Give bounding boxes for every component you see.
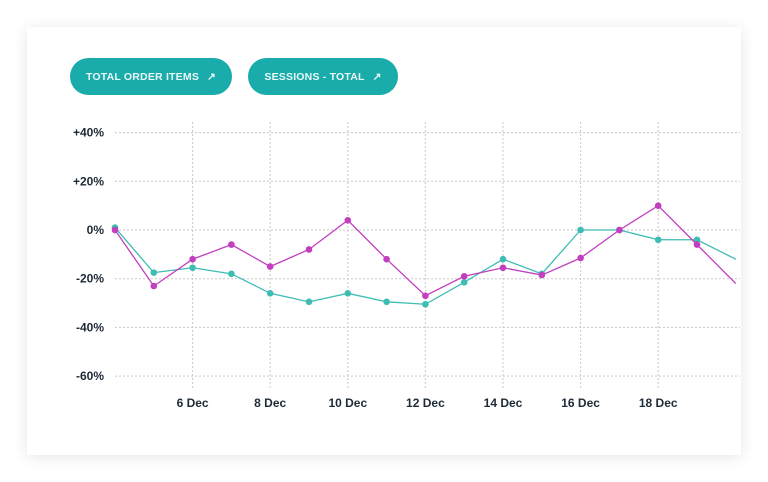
data-point (460, 272, 468, 280)
data-point (499, 255, 507, 263)
y-tick-label: +40% (73, 126, 104, 140)
y-tick-label: -60% (76, 369, 104, 383)
data-point (693, 241, 701, 248)
data-point (538, 271, 546, 279)
data-point (616, 226, 623, 234)
x-tick-label: 10 Dec (328, 396, 367, 410)
y-tick-label: -20% (76, 272, 104, 286)
data-point (577, 226, 584, 234)
x-tick-label: 6 Dec (177, 396, 209, 410)
data-point (654, 236, 662, 244)
data-point (344, 216, 352, 224)
data-point (422, 300, 429, 308)
data-point (422, 292, 429, 300)
data-point (344, 290, 352, 297)
data-point (189, 255, 196, 263)
y-tick-label: 0% (87, 223, 105, 237)
data-point (693, 236, 701, 244)
data-point (150, 282, 158, 290)
data-point (305, 246, 313, 253)
data-point (266, 263, 274, 270)
button-label: TOTAL ORDER ITEMS (85, 70, 200, 83)
sessions-total-button[interactable]: SESSIONS - TOTAL ↗ (248, 58, 398, 95)
data-point (189, 264, 196, 272)
button-label: SESSIONS - TOTAL (264, 70, 365, 83)
x-tick-label: 16 Dec (561, 396, 600, 410)
data-point (577, 254, 584, 262)
data-point (383, 255, 390, 263)
total-order-items-button[interactable]: TOTAL ORDER ITEMS ↗ (70, 58, 232, 95)
arrow-up-right-icon: ↗ (207, 70, 217, 83)
arrow-up-right-icon: ↗ (372, 70, 382, 83)
data-point (383, 298, 390, 306)
x-tick-label: 12 Dec (406, 396, 445, 410)
data-point (499, 264, 507, 272)
data-point (305, 298, 313, 306)
y-tick-label: -40% (76, 320, 104, 334)
data-point (150, 269, 158, 276)
data-point (266, 290, 274, 297)
data-point (228, 241, 235, 248)
x-tick-label: 8 Dec (254, 396, 286, 410)
data-point (654, 202, 662, 209)
x-tick-label: 14 Dec (484, 396, 523, 410)
data-point (228, 270, 235, 278)
chart-card (27, 27, 741, 455)
data-point (460, 279, 468, 286)
x-tick-label: 18 Dec (639, 396, 678, 410)
data-point (111, 226, 119, 234)
y-tick-label: +20% (73, 174, 104, 188)
